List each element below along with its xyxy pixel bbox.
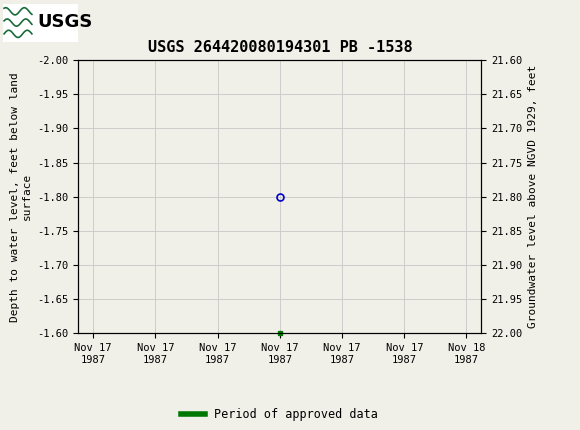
Y-axis label: Groundwater level above NGVD 1929, feet: Groundwater level above NGVD 1929, feet [528,65,538,329]
Legend: Period of approved data: Period of approved data [177,403,383,426]
Text: USGS: USGS [38,12,93,31]
FancyBboxPatch shape [3,3,78,42]
Title: USGS 264420080194301 PB -1538: USGS 264420080194301 PB -1538 [147,40,412,55]
Y-axis label: Depth to water level, feet below land
surface: Depth to water level, feet below land su… [10,72,32,322]
